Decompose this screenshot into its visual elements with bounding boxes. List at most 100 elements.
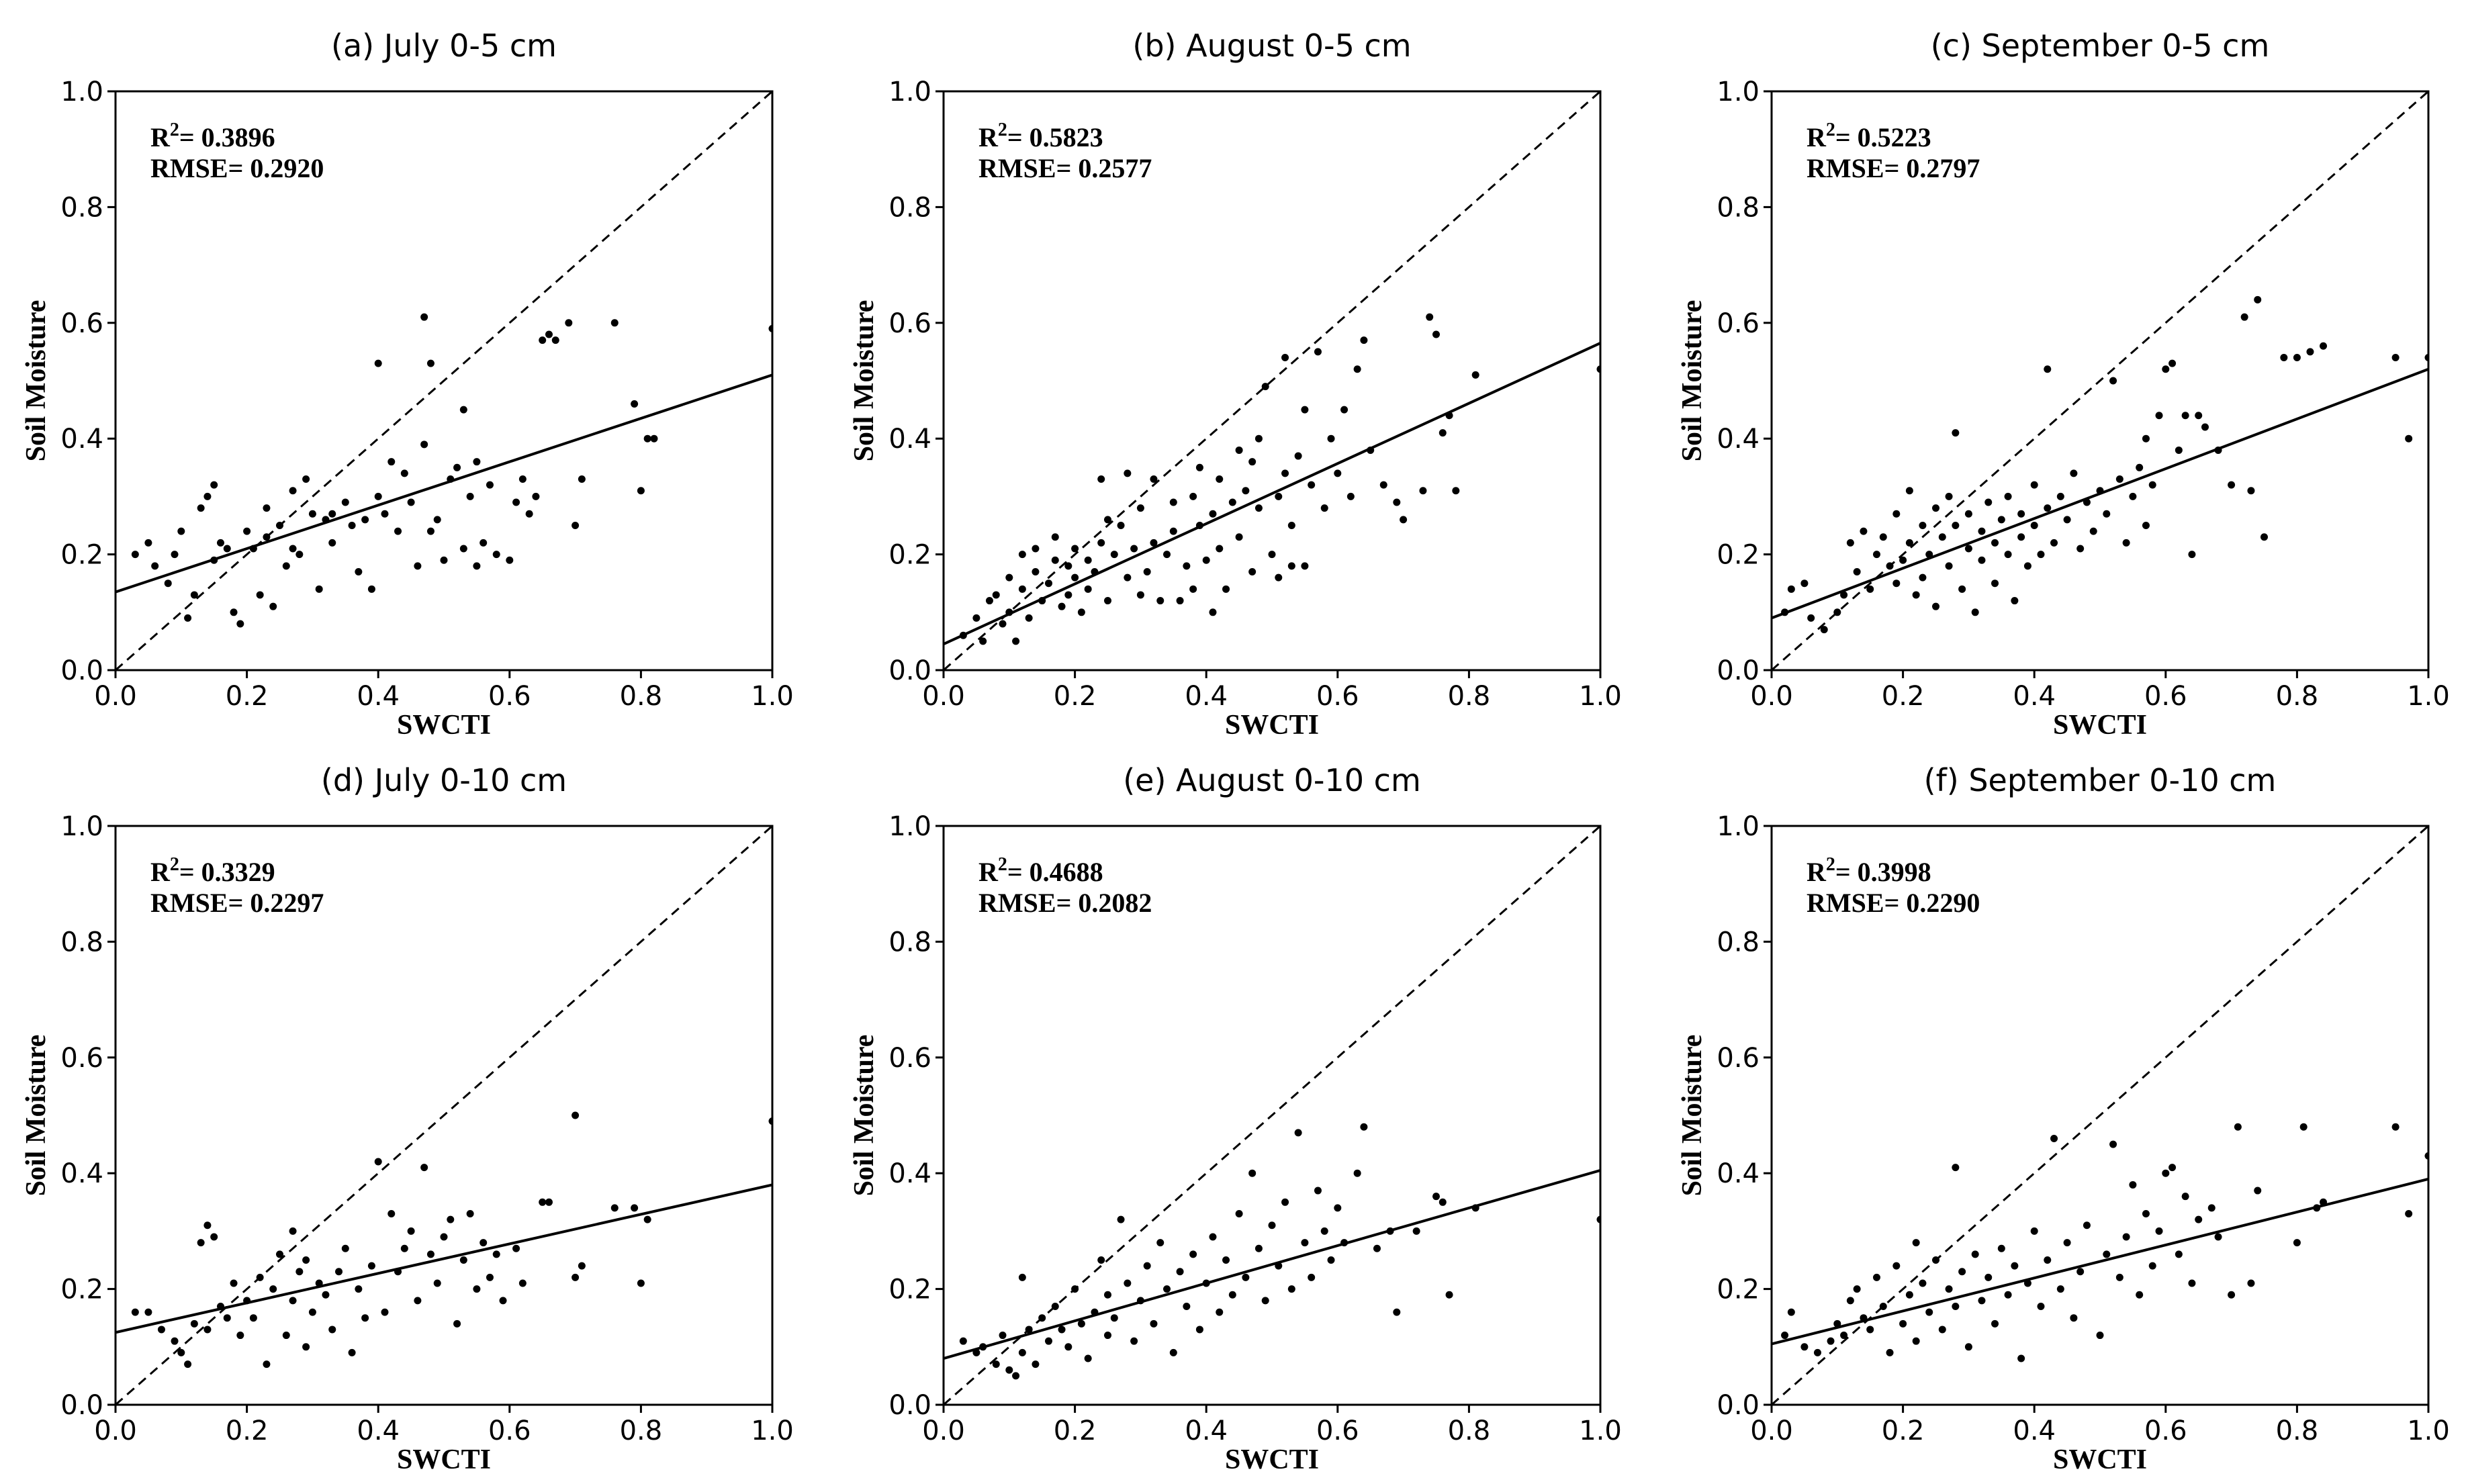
r2-symbol: R bbox=[150, 857, 171, 887]
data-point bbox=[1438, 1198, 1447, 1206]
data-point bbox=[1005, 1366, 1013, 1374]
data-point bbox=[2195, 1215, 2203, 1223]
x-axis-label: SWCTI bbox=[2053, 1444, 2147, 1475]
regression-line bbox=[944, 342, 1600, 646]
data-point bbox=[1952, 1302, 1960, 1310]
x-axis-label: SWCTI bbox=[397, 1444, 491, 1475]
y-tick-label: 0.8 bbox=[1717, 927, 1760, 958]
data-point bbox=[1301, 1239, 1309, 1247]
data-point bbox=[2148, 1262, 2156, 1270]
rmse-annotation: RMSE= 0.2297 bbox=[150, 888, 324, 918]
data-point bbox=[426, 359, 435, 367]
data-point bbox=[1091, 1308, 1099, 1316]
data-point bbox=[1879, 533, 1887, 541]
data-point bbox=[216, 1302, 224, 1310]
subplot-title: (d) July 0-10 cm bbox=[321, 762, 567, 798]
data-point bbox=[1143, 1262, 1151, 1270]
r2-annotation: R2= 0.5823 bbox=[978, 120, 1103, 152]
data-point bbox=[1978, 1297, 1986, 1305]
data-point bbox=[223, 1314, 231, 1322]
y-tick-label: 0.6 bbox=[60, 1043, 103, 1074]
y-tick-label: 0.8 bbox=[60, 192, 103, 223]
data-point bbox=[1991, 579, 1999, 588]
data-point bbox=[1360, 336, 1368, 344]
data-point bbox=[1150, 1319, 1158, 1328]
data-point bbox=[1242, 487, 1250, 495]
data-point bbox=[367, 585, 375, 593]
data-point bbox=[650, 434, 658, 443]
data-point bbox=[1169, 498, 1177, 506]
data-point bbox=[1104, 597, 1111, 605]
y-axis-label: Soil Moisture bbox=[1677, 1035, 1708, 1197]
data-point bbox=[2115, 475, 2124, 483]
data-point bbox=[1866, 585, 1874, 593]
data-point bbox=[2162, 365, 2170, 373]
y-tick-label: 0.6 bbox=[888, 308, 931, 339]
x-tick-label: 0.6 bbox=[2144, 681, 2187, 712]
y-tick-label: 1.0 bbox=[1717, 811, 1760, 842]
data-point bbox=[2030, 522, 2038, 529]
data-point bbox=[459, 406, 467, 414]
data-point bbox=[1905, 1291, 1913, 1299]
data-point bbox=[1971, 1250, 1979, 1258]
r2-value: = 0.5223 bbox=[1835, 122, 1931, 152]
data-point bbox=[308, 1308, 316, 1316]
data-point bbox=[492, 551, 500, 559]
data-point bbox=[1110, 551, 1118, 559]
y-tick-label: 0.2 bbox=[60, 1274, 103, 1305]
x-tick-label: 0.6 bbox=[1316, 681, 1359, 712]
plot-area bbox=[116, 91, 772, 670]
data-point bbox=[545, 330, 553, 338]
data-point bbox=[1058, 1326, 1066, 1334]
data-point bbox=[1445, 1291, 1453, 1299]
data-point bbox=[466, 1210, 474, 1218]
data-point bbox=[2011, 597, 2019, 605]
data-point bbox=[506, 556, 514, 564]
data-point bbox=[2214, 446, 2222, 454]
data-point bbox=[2136, 463, 2144, 471]
plot-area bbox=[116, 826, 772, 1405]
x-tick-label: 0.4 bbox=[357, 1416, 400, 1446]
data-point bbox=[1143, 567, 1151, 575]
data-point bbox=[539, 1198, 547, 1206]
data-point bbox=[282, 562, 290, 570]
data-point bbox=[203, 492, 212, 500]
data-point bbox=[361, 516, 369, 524]
data-point bbox=[197, 1239, 205, 1247]
x-tick-label: 1.0 bbox=[751, 681, 794, 712]
data-point bbox=[1393, 1308, 1401, 1316]
data-point bbox=[1353, 365, 1361, 373]
x-tick-label: 0.4 bbox=[1185, 681, 1228, 712]
data-point bbox=[177, 527, 185, 535]
data-point bbox=[394, 527, 402, 535]
data-point bbox=[1860, 527, 1868, 535]
y-tick-label: 1.0 bbox=[1717, 77, 1760, 107]
data-point bbox=[433, 516, 441, 524]
data-point bbox=[1846, 1297, 1854, 1305]
x-tick-label: 1.0 bbox=[2407, 1416, 2450, 1446]
data-point bbox=[1287, 562, 1295, 570]
y-tick-label: 0.4 bbox=[60, 1158, 103, 1189]
data-point bbox=[447, 475, 455, 483]
data-point bbox=[2214, 1233, 2222, 1241]
data-point bbox=[308, 510, 316, 518]
data-point bbox=[1334, 1204, 1342, 1212]
data-point bbox=[2056, 1285, 2064, 1293]
data-point bbox=[1892, 579, 1901, 588]
data-point bbox=[1840, 591, 1848, 599]
data-point bbox=[1400, 516, 1408, 524]
data-point bbox=[2142, 434, 2150, 443]
data-point bbox=[1268, 551, 1276, 559]
x-tick-label: 0.8 bbox=[1448, 1416, 1491, 1446]
data-point bbox=[1228, 498, 1236, 506]
data-point bbox=[400, 1244, 408, 1252]
data-point bbox=[381, 510, 389, 518]
data-point bbox=[2320, 1198, 2328, 1206]
data-point bbox=[2228, 1291, 2236, 1299]
data-point bbox=[2293, 1239, 2301, 1247]
data-point bbox=[1820, 626, 1828, 634]
data-point bbox=[1991, 539, 1999, 547]
data-point bbox=[1964, 545, 1972, 553]
data-point bbox=[1827, 1337, 1835, 1345]
data-point bbox=[426, 527, 435, 535]
